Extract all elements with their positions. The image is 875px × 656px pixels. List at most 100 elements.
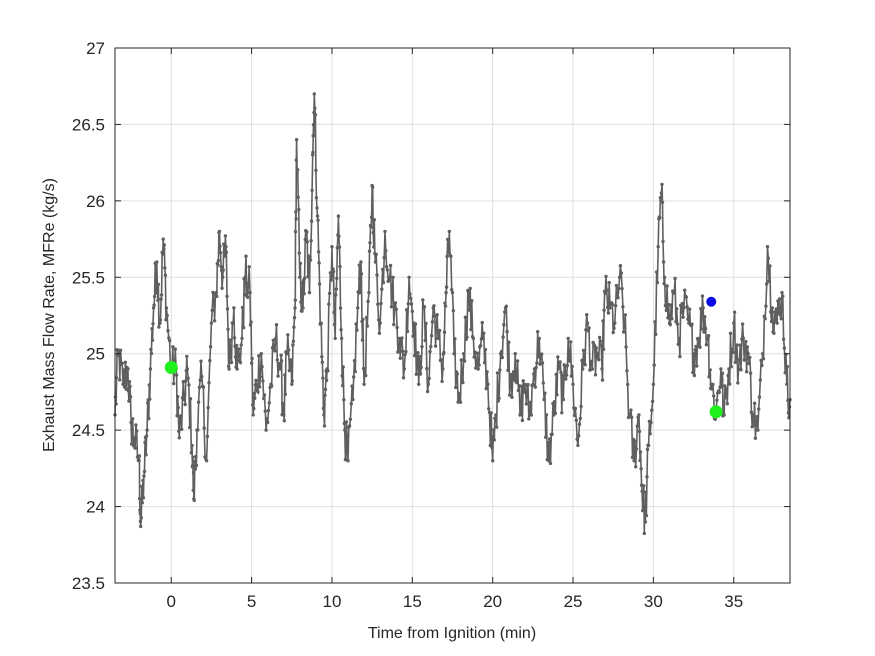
series-point xyxy=(780,290,784,295)
series-point xyxy=(447,245,451,249)
series-point xyxy=(468,286,472,291)
series-point xyxy=(781,337,786,341)
series-point xyxy=(577,422,582,426)
series-point xyxy=(407,275,411,279)
series-point xyxy=(223,234,228,238)
series-point xyxy=(237,347,241,351)
series-point xyxy=(445,254,449,259)
series-point xyxy=(252,406,256,411)
series-point xyxy=(114,376,119,380)
series-point xyxy=(421,298,425,302)
series-point xyxy=(785,364,789,369)
series-point xyxy=(568,340,573,344)
series-point xyxy=(221,275,225,279)
series-point xyxy=(427,376,431,381)
series-point xyxy=(526,382,530,387)
series-point xyxy=(180,427,184,431)
series-point xyxy=(548,461,553,466)
series-point xyxy=(540,361,545,365)
series-point xyxy=(251,413,255,417)
series-point xyxy=(144,434,149,438)
series-point xyxy=(287,368,292,373)
series-point xyxy=(216,258,221,263)
series-point xyxy=(754,420,758,424)
series-point xyxy=(728,382,732,386)
series-point xyxy=(299,300,303,304)
series-point xyxy=(161,252,165,256)
series-point xyxy=(650,399,655,404)
series-point xyxy=(288,364,292,368)
series-point xyxy=(358,290,363,295)
series-point xyxy=(390,291,394,296)
series-point xyxy=(701,306,705,310)
series-point xyxy=(226,364,231,369)
series-point xyxy=(608,306,612,310)
series-point xyxy=(139,516,143,520)
series-point xyxy=(275,358,279,362)
series-point xyxy=(163,266,167,270)
series-point xyxy=(294,138,299,142)
series-point xyxy=(437,328,442,333)
series-point xyxy=(192,498,196,503)
series-point xyxy=(151,306,156,310)
series-point xyxy=(601,347,606,351)
series-point xyxy=(373,260,378,264)
series-point xyxy=(757,395,762,399)
series-point xyxy=(196,428,200,432)
series-point xyxy=(371,231,375,235)
series-point xyxy=(784,352,788,357)
series-point xyxy=(164,318,168,322)
series-point xyxy=(319,321,323,325)
series-point xyxy=(735,343,739,347)
series-point xyxy=(392,322,396,327)
series-point xyxy=(128,395,133,399)
series-point xyxy=(642,531,646,536)
series-point xyxy=(389,305,394,309)
series-point xyxy=(244,254,248,258)
series-point xyxy=(158,318,163,322)
series-point xyxy=(524,402,529,406)
series-point xyxy=(324,378,329,383)
series-point xyxy=(191,488,195,493)
series-point xyxy=(507,393,512,397)
series-point xyxy=(224,245,228,249)
series-point xyxy=(515,359,520,363)
series-point xyxy=(137,459,141,463)
series-point xyxy=(672,290,676,295)
series-point xyxy=(628,412,632,416)
series-point xyxy=(338,306,343,310)
series-point xyxy=(305,230,309,234)
series-point xyxy=(321,376,325,380)
series-point xyxy=(501,335,505,339)
series-point xyxy=(719,367,723,371)
series-point xyxy=(587,326,591,330)
series-point xyxy=(585,321,590,325)
series-point xyxy=(775,321,779,325)
series-point xyxy=(670,317,674,321)
series-point xyxy=(651,382,656,386)
series-point xyxy=(725,402,729,406)
series-point xyxy=(364,315,369,320)
series-point xyxy=(344,420,349,424)
series-point xyxy=(309,239,313,243)
series-point xyxy=(352,375,356,379)
series-point xyxy=(743,343,747,347)
series-point xyxy=(564,373,569,377)
series-point xyxy=(597,358,601,362)
series-point xyxy=(749,410,754,414)
series-point xyxy=(458,400,463,404)
series-point xyxy=(248,323,253,327)
series-point xyxy=(571,382,575,386)
series-point xyxy=(487,407,491,411)
series-point xyxy=(200,374,204,379)
series-point xyxy=(465,335,469,339)
series-point xyxy=(341,383,345,388)
series-point xyxy=(425,389,430,394)
series-point xyxy=(513,352,517,356)
series-point xyxy=(459,358,463,362)
series-point xyxy=(590,367,594,371)
series-point xyxy=(139,524,143,529)
series-point xyxy=(374,252,378,257)
series-point xyxy=(472,355,476,359)
series-point xyxy=(446,237,450,242)
